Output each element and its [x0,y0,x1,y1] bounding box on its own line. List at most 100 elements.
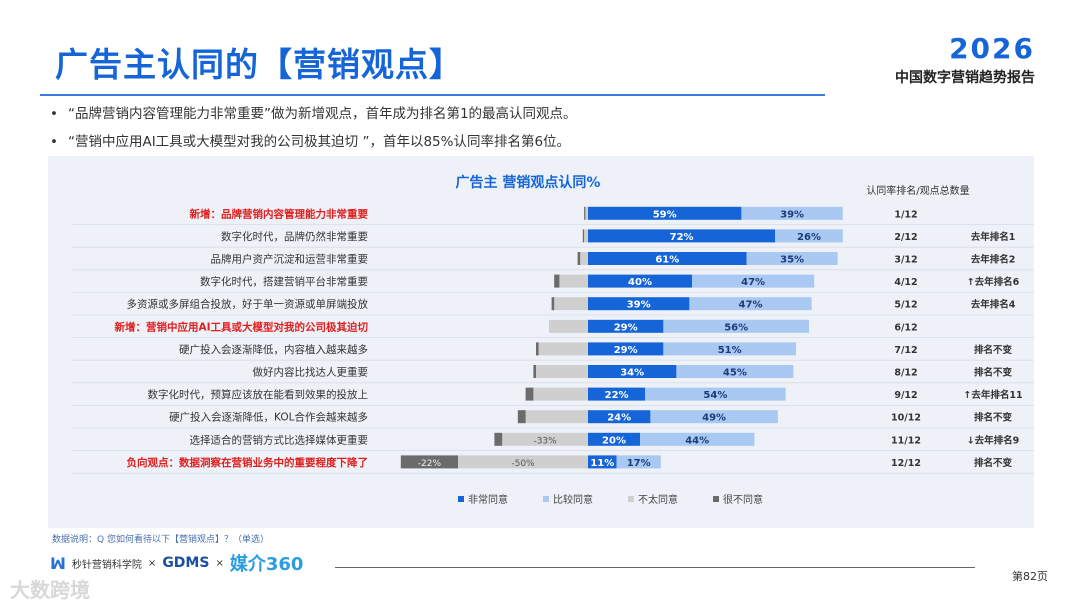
legend-swatch [713,496,719,502]
rank-value: 2/12 [894,232,917,243]
bar-disagree [502,432,588,446]
bar-strong-agree [588,432,640,446]
legend-swatch [543,496,549,502]
bar-strong-agree [588,387,646,401]
rank-value: 6/12 [894,322,917,333]
row-label: 选择适合的营销方式比选择媒体更重要 [190,433,369,446]
logo1-text: 秒针营销科学院 [71,559,142,571]
rank-change: ↑去年排名11 [963,389,1022,401]
brand-subtitle: 中国数字营销趋势报告 [895,70,1035,86]
bar-strong-agree [588,455,617,469]
bar-disagree [536,365,588,378]
rank-change: 排名不变 [974,412,1013,424]
meijie360-logo: 媒介360 [229,554,304,575]
row-label: 做好内容比找达人更重要 [253,366,369,379]
rank-change: 排名不变 [974,344,1013,356]
value-label-agree: 47% [739,300,763,311]
rank-change: ↓去年排名9 [967,434,1020,446]
brand-block: 2026 中国数字营销趋势报告 [895,32,1035,87]
bar-disagree [559,274,588,288]
bar-strong-agree [588,365,677,378]
rank-value: 4/12 [894,277,917,288]
bar-strong-disagree [577,252,581,265]
rank-change: 排名不变 [974,457,1013,469]
rank-change: 去年排名1 [971,231,1016,243]
bullet-text: “品牌营销内容管理能力非常重要”做为新增观点，首年成为排名第1的最高认同观点。 [67,106,577,122]
rank-value: 10/12 [891,413,921,424]
value-label-agree: 44% [685,435,709,446]
value-label-strong-agree: 29% [614,345,638,356]
bar-strong-agree [588,206,742,220]
rank-change: ↑去年排名6 [967,276,1020,288]
bar-strong-disagree [551,297,555,311]
value-label-strong-agree: 20% [602,435,626,446]
bar-disagree [554,297,588,311]
value-label-strong-agree: 24% [607,413,631,424]
bar-agree [663,342,796,356]
value-label-strong-disagree: -22% [418,459,442,469]
bar-agree [650,410,778,424]
bar-agree [692,274,815,288]
rank-value: 7/12 [894,345,917,356]
bullet-item: • “营销中应用AI工具或大模型对我的公司极其迫切 ”，首年以85%认同率排名第6… [50,134,571,150]
rank-value: 11/12 [891,435,921,446]
bar-disagree [584,229,588,243]
bar-strong-agree [588,297,690,311]
value-label-strong-agree: 39% [627,300,651,311]
value-label-agree: 49% [702,413,726,424]
value-label-agree: 54% [703,390,727,401]
footer-divider [335,567,975,568]
bar-strong-agree [588,274,692,288]
page-title: 广告主认同的【营销观点】 [55,45,463,84]
rank-value: 9/12 [894,390,917,401]
bar-agree [775,229,843,243]
rank-change: 去年排名4 [971,299,1016,311]
bar-strong-agree [588,229,776,243]
page-number: 第82页 [1012,570,1048,583]
title-underline [40,94,825,96]
bar-agree [689,297,812,311]
value-label-agree: 26% [797,232,821,243]
value-label-strong-agree: 72% [670,232,694,243]
rank-column-header: 认同率排名/观点总数量 [866,184,969,197]
legend-swatch [458,496,464,502]
legend-label: 比较同意 [553,493,593,506]
value-label-agree: 39% [780,209,804,220]
chart-title: 广告主 营销观点认同% [456,174,601,191]
brand-year: 2026 [949,32,1035,65]
value-label-strong-agree: 61% [655,255,679,266]
rank-value: 8/12 [894,368,917,379]
data-note: 数据说明：Q 您如何看待以下【营销观点】？（单选） [52,535,269,545]
row-label: 新增：营销中应用AI工具或大模型对我的公司极其迫切 [114,320,368,333]
row-label: 新增：品牌营销内容管理能力非常重要 [190,207,369,220]
watermark: 大数跨境 [10,578,90,602]
miaozhen-logo-icon: ꟽ [50,553,66,573]
times-sign: × [147,557,157,569]
bar-agree [640,432,755,446]
bullet-text: “营销中应用AI工具或大模型对我的公司极其迫切 ”，首年以85%认同率排名第6位… [67,134,571,150]
row-label: 数字化时代，搭建营销平台非常重要 [200,275,368,288]
row-label: 硬广投入会逐渐降低，内容植入越来越多 [179,343,368,356]
bar-disagree [458,455,588,469]
bar-disagree [549,319,588,333]
rank-value: 12/12 [891,458,921,469]
legend-swatch [628,496,634,502]
row-label: 数字化时代，品牌仍然非常重要 [221,230,368,243]
row-label: 负向观点：数据洞察在营销业务中的重要程度下降了 [127,456,369,469]
gdms-logo: GDMS [162,555,210,571]
bar-strong-disagree [582,229,585,243]
bar-agree [741,206,843,220]
bar-agree [676,365,794,378]
bar-strong-agree [588,252,747,265]
value-label-strong-agree: 29% [614,322,638,333]
legend-label: 不太同意 [638,493,678,506]
bar-disagree [533,387,588,401]
row-label: 数字化时代，预算应该放在能看到效果的投放上 [148,388,369,401]
bar-strong-disagree [400,455,458,469]
rank-value: 1/12 [894,209,917,220]
row-label: 硬广投入会逐渐降低，KOL合作会越来越多 [169,411,368,424]
bar-agree [616,455,661,469]
value-label-strong-agree: 34% [620,368,644,379]
rank-value: 5/12 [894,300,917,311]
rank-change: 去年排名2 [971,254,1016,266]
